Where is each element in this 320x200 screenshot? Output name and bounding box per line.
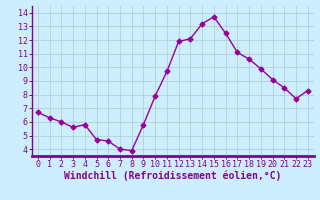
X-axis label: Windchill (Refroidissement éolien,°C): Windchill (Refroidissement éolien,°C) bbox=[64, 171, 282, 181]
